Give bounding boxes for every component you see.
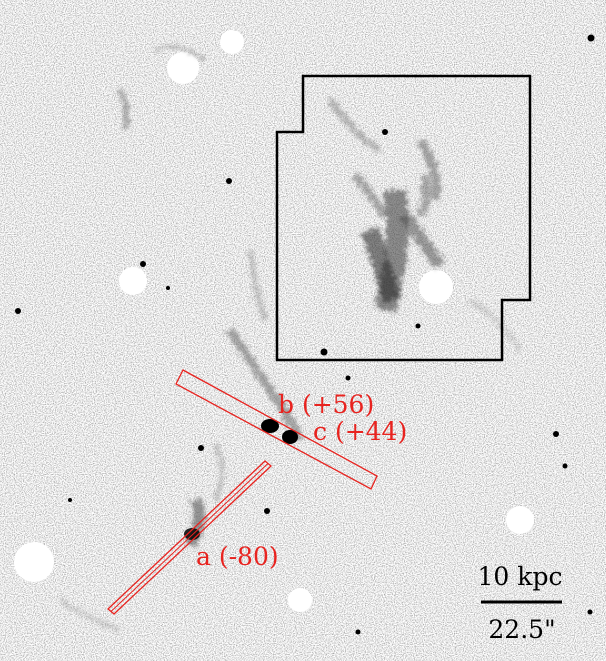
scale-bar-physical-label: 10 kpc [478,562,563,591]
slit-a-label: a (-80) [196,542,279,571]
slit-bc-outline [175,369,378,490]
tail-emission [351,172,445,313]
slit-a-centerline [110,463,269,612]
slit-c-label: c (+44) [313,417,407,446]
slit-a-outline [107,460,272,615]
scale-bar: 10 kpc 22.5" [478,562,563,644]
compact-sources [15,34,595,635]
emission-filaments [58,44,523,633]
slit-b-label: b (+56) [278,390,374,419]
scale-bar-angular-label: 22.5" [488,615,555,644]
masked-star-holes [14,30,534,612]
ifu-footprint-outline [275,74,532,362]
slits [107,369,378,615]
